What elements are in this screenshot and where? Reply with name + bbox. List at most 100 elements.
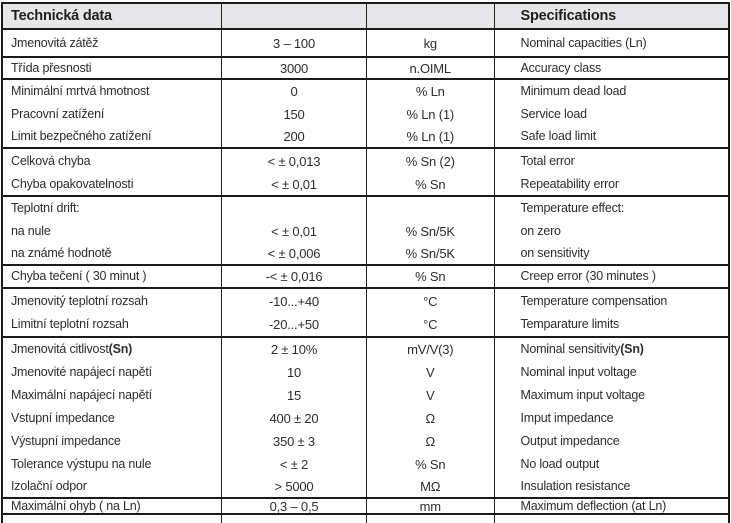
value-cell: < ± 0,01 [222, 173, 367, 195]
czech-label-cell-bold-text: (Sn) [108, 342, 133, 357]
table-row: Výstupní impedance 350 ± 3 Ω Output impedan… [3, 430, 728, 453]
english-label-cell-text: Nominal input voltage [520, 365, 637, 380]
unit-cell: % Sn [367, 173, 495, 195]
table-cutoff-row [3, 515, 728, 523]
english-label-cell-text: on sensitivity [520, 246, 590, 261]
value-cell: < ± 2 [222, 453, 367, 476]
unit-cell-text: V [426, 388, 435, 403]
value-cell-text: < ± 0,01 [271, 176, 317, 192]
table-row: Třída přesnosti 3000 n.OIML Accuracy class [3, 58, 728, 80]
unit-cell-text: % Ln (1) [406, 129, 455, 144]
czech-label-cell: Třída přesnosti [3, 58, 222, 78]
unit-cell-text: % Sn [415, 176, 446, 192]
value-cell: 10 [222, 361, 367, 384]
value-cell: 3 – 100 [222, 30, 367, 56]
czech-label-cell: Tolerance výstupu na nule [3, 453, 222, 476]
english-label-cell: No load output [495, 453, 729, 476]
czech-label-cell: na nule [3, 220, 222, 243]
table-header-row: Technická data Specifications [3, 4, 728, 30]
table-row: Vstupní impedance 400 ± 20 Ω Imput impedanc… [3, 407, 728, 430]
unit-cell: % Sn/5K [367, 243, 495, 264]
header-english-title: Specifications [495, 4, 729, 28]
value-cell: 150 [222, 103, 367, 126]
english-label-cell: Creep error (30 minutes ) [495, 266, 729, 287]
english-label-cell-text: Service load [520, 107, 588, 122]
english-label-cell-text: Creep error (30 minutes ) [520, 269, 657, 284]
czech-label-cell-text: Limit bezpečného zatížení [11, 129, 152, 144]
czech-label-cell-text: Maximální napájecí napětí [11, 388, 152, 403]
czech-label-cell-text: Jmenovité napájecí napětí [11, 365, 152, 380]
english-label-cell: Nominal sensitivity (Sn) [495, 338, 729, 361]
czech-label-cell: Maximální ohyb ( na Ln) [3, 499, 222, 513]
czech-label-cell-text: Chyba tečení ( 30 minut ) [11, 269, 147, 284]
czech-label-cell: Jmenovitá zátěž [3, 30, 222, 56]
unit-cell: V [367, 384, 495, 407]
english-label-cell: Repeatability error [495, 173, 729, 195]
header-unit-column [367, 4, 495, 28]
english-label-cell-text: Temparature limits [520, 317, 620, 332]
table-row: Limit bezpečného zatížení 200 % Ln (1) Safe… [3, 126, 728, 149]
value-cell: 200 [222, 126, 367, 147]
value-cell-text: 200 [283, 129, 305, 144]
unit-cell: V [367, 361, 495, 384]
czech-label-cell-text: Jmenovitá zátěž [11, 35, 99, 50]
unit-cell-text: % Sn/5K [405, 224, 455, 239]
value-cell: 0 [222, 80, 367, 103]
english-label-cell-text: Safe load limit [520, 129, 597, 144]
czech-label-cell-text: Pracovní zatížení [11, 107, 105, 122]
table-row: Celková chyba < ± 0,013 % Sn (2) Total erro… [3, 149, 728, 173]
table-row: Tolerance výstupu na nule < ± 2 % Sn No loa… [3, 453, 728, 476]
english-label-cell-text: Maximum deflection (at Ln) [520, 499, 667, 513]
table-row: Chyba tečení ( 30 minut ) -< ± 0,016 % Sn C… [3, 266, 728, 289]
czech-label-cell: Výstupní impedance [3, 430, 222, 453]
table-row: Chyba opakovatelnosti < ± 0,01 % Sn Repeata… [3, 173, 728, 197]
english-label-cell-text: Total error [520, 153, 575, 168]
czech-label-cell-text: Chyba opakovatelnosti [11, 176, 134, 191]
unit-cell-text: % Sn [415, 457, 446, 472]
unit-cell: Ω [367, 430, 495, 453]
value-cell-text: 350 ± 3 [273, 434, 315, 449]
unit-cell: n.OIML [367, 58, 495, 78]
value-cell-text: 0,3 – 0,5 [269, 499, 319, 513]
unit-cell-text: MΩ [420, 479, 441, 494]
unit-cell-text: °C [423, 317, 438, 332]
value-cell-text: < ± 2 [279, 457, 309, 472]
czech-label-cell: Chyba opakovatelnosti [3, 173, 222, 195]
value-cell: -20...+50 [222, 313, 367, 336]
unit-cell-text: % Sn [415, 269, 446, 284]
table-row: na známé hodnotě < ± 0,006 % Sn/5K on sensi… [3, 243, 728, 266]
english-label-cell-text: Insulation resistance [520, 479, 631, 494]
value-cell: 15 [222, 384, 367, 407]
value-cell-text: < ± 0,006 [267, 246, 321, 261]
english-label-cell: Accuracy class [495, 58, 729, 78]
table-row: Izolační odpor > 5000 MΩ Insulation resista… [3, 476, 728, 499]
table-row: Jmenovitá zátěž 3 – 100 kg Nominal capaciti… [3, 30, 728, 58]
unit-cell: °C [367, 313, 495, 336]
cutoff-cell [222, 515, 367, 523]
czech-label-cell: Jmenovité napájecí napětí [3, 361, 222, 384]
english-label-cell-text: No load output [520, 457, 600, 472]
unit-cell: % Sn [367, 266, 495, 287]
czech-label-cell: Pracovní zatížení [3, 103, 222, 126]
english-label-cell: Maximum input voltage [495, 384, 729, 407]
table-row: Maximální napájecí napětí 15 V Maximum inpu… [3, 384, 728, 407]
value-cell: < ± 0,01 [222, 220, 367, 243]
unit-cell-text: mV/V(3) [407, 342, 454, 357]
value-cell-text: > 5000 [274, 479, 314, 494]
unit-cell-text: kg [423, 35, 438, 51]
table-row: Minimální mrtvá hmotnost 0 % Ln Minimum dea… [3, 80, 728, 103]
czech-label-cell: Chyba tečení ( 30 minut ) [3, 266, 222, 287]
unit-cell-text: % Sn/5K [405, 246, 455, 261]
value-cell: -10...+40 [222, 289, 367, 313]
unit-cell: % Sn [367, 453, 495, 476]
czech-label-cell-text: Třída přesnosti [11, 60, 92, 75]
unit-cell-text: V [426, 365, 435, 380]
english-label-cell-text: Output impedance [520, 434, 620, 449]
cutoff-cell [3, 515, 222, 523]
english-label-cell-text: Minimum dead load [520, 84, 627, 99]
english-label-cell: Maximum deflection (at Ln) [495, 499, 729, 513]
unit-cell: % Sn (2) [367, 149, 495, 173]
unit-cell: % Ln [367, 80, 495, 103]
value-cell: 0,3 – 0,5 [222, 499, 367, 513]
